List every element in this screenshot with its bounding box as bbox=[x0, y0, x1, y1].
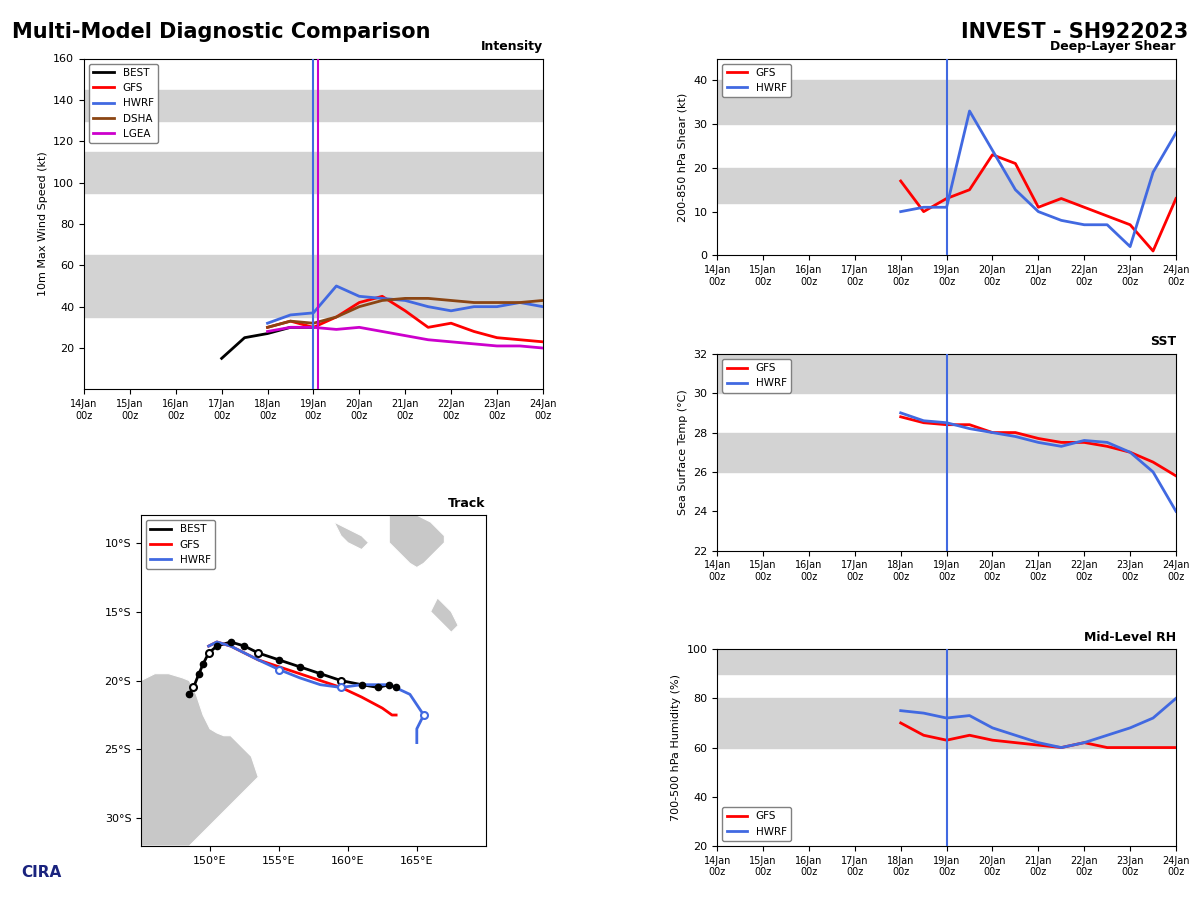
Bar bbox=[84, 151, 542, 193]
Polygon shape bbox=[142, 674, 258, 846]
Legend: BEST, GFS, HWRF: BEST, GFS, HWRF bbox=[146, 520, 215, 569]
Text: INVEST - SH922023: INVEST - SH922023 bbox=[961, 22, 1188, 42]
Legend: BEST, GFS, HWRF, DSHA, LGEA: BEST, GFS, HWRF, DSHA, LGEA bbox=[89, 64, 157, 143]
Text: Multi-Model Diagnostic Comparison: Multi-Model Diagnostic Comparison bbox=[12, 22, 431, 42]
Text: SST: SST bbox=[1150, 336, 1176, 348]
Bar bbox=[718, 433, 1176, 472]
Bar bbox=[84, 89, 542, 121]
Y-axis label: 700-500 hPa Humidity (%): 700-500 hPa Humidity (%) bbox=[671, 674, 680, 821]
Bar bbox=[718, 354, 1176, 393]
Polygon shape bbox=[334, 522, 368, 550]
Polygon shape bbox=[431, 598, 458, 633]
Bar bbox=[718, 168, 1176, 202]
Bar bbox=[84, 255, 542, 317]
Text: Deep-Layer Shear: Deep-Layer Shear bbox=[1050, 40, 1176, 53]
Polygon shape bbox=[389, 515, 444, 568]
Text: CIRA: CIRA bbox=[22, 865, 62, 880]
Y-axis label: 10m Max Wind Speed (kt): 10m Max Wind Speed (kt) bbox=[37, 151, 48, 296]
Y-axis label: Sea Surface Temp (°C): Sea Surface Temp (°C) bbox=[678, 390, 688, 515]
Bar bbox=[718, 698, 1176, 748]
Legend: GFS, HWRF: GFS, HWRF bbox=[722, 64, 791, 97]
Legend: GFS, HWRF: GFS, HWRF bbox=[722, 807, 791, 841]
Y-axis label: 200-850 hPa Shear (kt): 200-850 hPa Shear (kt) bbox=[678, 93, 688, 221]
Text: Mid-Level RH: Mid-Level RH bbox=[1084, 631, 1176, 644]
Text: Track: Track bbox=[449, 497, 486, 509]
Text: Intensity: Intensity bbox=[481, 40, 542, 53]
Legend: GFS, HWRF: GFS, HWRF bbox=[722, 359, 791, 392]
Bar bbox=[718, 649, 1176, 674]
Bar bbox=[718, 80, 1176, 124]
